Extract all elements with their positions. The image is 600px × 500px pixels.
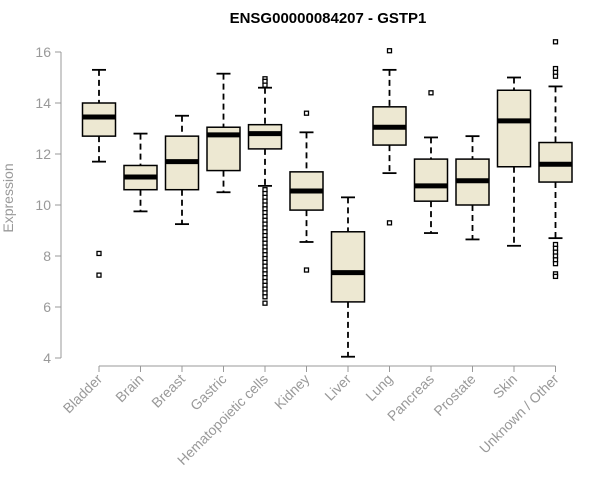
box-lung <box>372 48 407 226</box>
box-brain <box>123 132 158 213</box>
y-tick-label: 8 <box>43 248 51 264</box>
iqr-box <box>247 123 283 150</box>
outlier-point <box>262 294 268 300</box>
outlier-point <box>386 220 393 226</box>
box-liver <box>330 196 366 358</box>
x-tick-label: Unknown / Other <box>476 371 562 457</box>
outlier-point <box>386 48 393 54</box>
x-tick-label: Lung <box>362 371 395 404</box>
outlier-point <box>428 90 434 96</box>
x-tick-label: Kidney <box>271 371 313 413</box>
iqr-box <box>330 231 366 303</box>
outlier-point <box>552 73 559 79</box>
box-breast <box>164 114 200 226</box>
box-kidney <box>289 110 324 273</box>
box-prostate <box>455 135 490 241</box>
box-skin <box>496 76 532 247</box>
box-hematopoietic-cells <box>247 76 283 306</box>
chart-title: ENSG00000084207 - GSTP1 <box>230 10 427 27</box>
iqr-box <box>413 158 449 202</box>
x-tick-label: Bladder <box>60 371 106 417</box>
outlier-point <box>552 273 559 280</box>
x-tick-label: Liver <box>321 371 354 404</box>
y-axis-label: Expression <box>0 163 16 232</box>
x-tick-label: Skin <box>490 371 521 402</box>
outlier-point <box>552 39 559 45</box>
outlier-point <box>262 300 268 306</box>
x-tick-label: Breast <box>148 371 188 411</box>
box-gastric <box>206 72 241 194</box>
outlier-point <box>96 272 102 278</box>
plot-area <box>81 39 573 358</box>
y-tick-label: 14 <box>35 95 51 111</box>
outlier-point <box>96 250 102 257</box>
outlier-point <box>552 260 559 267</box>
outlier-point <box>303 267 310 273</box>
y-axis: 4 6 8 10 12 14 16 <box>35 44 62 366</box>
iqr-box <box>81 102 117 137</box>
x-tick-label: Prostate <box>430 371 478 419</box>
y-tick-label: 12 <box>35 146 51 162</box>
box-pancreas <box>413 90 449 234</box>
box-unknown-other <box>538 39 573 280</box>
x-tick-label: Brain <box>112 371 146 405</box>
y-tick-label: 16 <box>35 44 51 60</box>
box-bladder <box>81 68 117 278</box>
y-tick-label: 10 <box>35 197 51 213</box>
y-tick-label: 6 <box>43 299 51 315</box>
outlier-point <box>262 82 268 88</box>
outlier-point <box>303 110 310 116</box>
y-tick-label: 4 <box>43 350 51 366</box>
iqr-box <box>496 89 532 168</box>
